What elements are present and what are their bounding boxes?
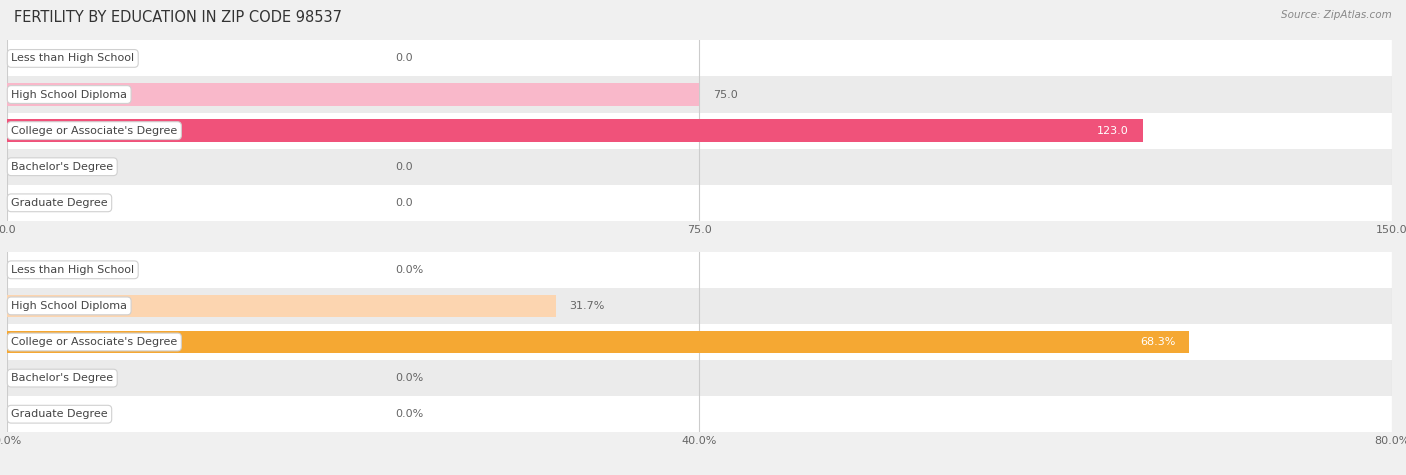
Text: High School Diploma: High School Diploma (11, 301, 127, 311)
Text: FERTILITY BY EDUCATION IN ZIP CODE 98537: FERTILITY BY EDUCATION IN ZIP CODE 98537 (14, 10, 342, 25)
Text: 0.0: 0.0 (395, 198, 412, 208)
Bar (7, 294, 555, 317)
Text: 68.3%: 68.3% (1140, 337, 1175, 347)
Text: High School Diploma: High School Diploma (11, 89, 127, 100)
Bar (7, 149, 1392, 185)
Bar (7, 324, 1392, 360)
Bar (7, 331, 1189, 353)
Text: Bachelor's Degree: Bachelor's Degree (11, 162, 114, 172)
Text: College or Associate's Degree: College or Associate's Degree (11, 125, 177, 136)
Bar (7, 252, 1392, 288)
Text: Bachelor's Degree: Bachelor's Degree (11, 373, 114, 383)
Text: Less than High School: Less than High School (11, 53, 135, 64)
Text: Source: ZipAtlas.com: Source: ZipAtlas.com (1281, 10, 1392, 19)
Bar (7, 40, 1392, 76)
Text: 0.0%: 0.0% (395, 265, 423, 275)
Text: Graduate Degree: Graduate Degree (11, 198, 108, 208)
Text: 0.0%: 0.0% (395, 409, 423, 419)
Bar (7, 76, 1392, 113)
Bar (7, 185, 1392, 221)
Bar (7, 83, 700, 106)
Bar (7, 119, 1143, 142)
Bar (7, 288, 1392, 324)
Text: Graduate Degree: Graduate Degree (11, 409, 108, 419)
Text: 31.7%: 31.7% (569, 301, 605, 311)
Text: Less than High School: Less than High School (11, 265, 135, 275)
Bar (7, 113, 1392, 149)
Text: 0.0: 0.0 (395, 53, 412, 64)
Bar (7, 360, 1392, 396)
Bar (7, 396, 1392, 432)
Text: 0.0%: 0.0% (395, 373, 423, 383)
Text: 0.0: 0.0 (395, 162, 412, 172)
Text: 123.0: 123.0 (1097, 125, 1129, 136)
Text: College or Associate's Degree: College or Associate's Degree (11, 337, 177, 347)
Text: 75.0: 75.0 (713, 89, 738, 100)
